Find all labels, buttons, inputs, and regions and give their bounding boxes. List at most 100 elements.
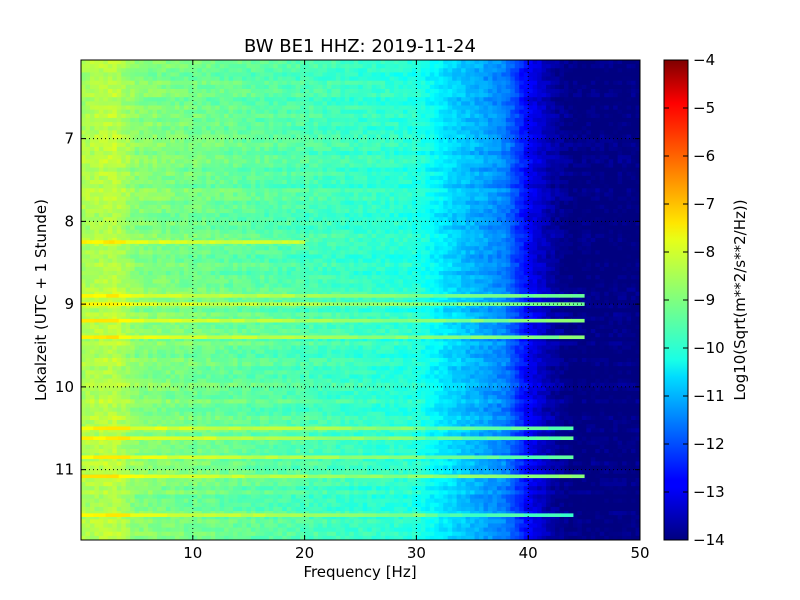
heatmap-cell: [121, 60, 127, 65]
heatmap-cell: [246, 180, 252, 185]
heatmap-cell: [613, 93, 619, 98]
heatmap-cell: [608, 192, 614, 198]
heatmap-cell: [340, 93, 346, 98]
heatmap-cell: [313, 175, 319, 181]
heatmap-cell: [586, 130, 592, 136]
heatmap-cell: [613, 101, 619, 107]
heatmap-cell: [206, 204, 212, 210]
heatmap-cell: [563, 221, 570, 227]
heatmap-cell: [215, 130, 221, 136]
heatmap-cell: [510, 122, 516, 127]
heatmap-cell: [398, 192, 404, 198]
heatmap-cell: [380, 188, 386, 194]
heatmap-cell: [492, 134, 498, 140]
heatmap-cell: [456, 76, 462, 82]
heatmap-cell: [188, 196, 194, 202]
heatmap-cell: [510, 68, 516, 74]
heatmap-cell: [523, 171, 529, 177]
heatmap-cell: [250, 88, 257, 94]
heatmap-cell: [161, 184, 167, 189]
heatmap-cell: [371, 200, 377, 206]
heatmap-cell: [470, 217, 476, 222]
heatmap-cell: [367, 76, 373, 82]
heatmap-cell: [134, 155, 140, 160]
heatmap-cell: [519, 97, 525, 102]
heatmap-cell: [304, 134, 310, 140]
heatmap-cell: [98, 163, 104, 169]
heatmap-cell: [192, 155, 198, 160]
heatmap-cell: [264, 93, 270, 98]
heatmap-cell: [134, 68, 140, 74]
heatmap-cell: [215, 84, 221, 90]
heatmap-cell: [286, 130, 292, 136]
heatmap-cell: [429, 130, 435, 136]
heatmap-cell: [233, 184, 239, 189]
heatmap-cell: [322, 80, 328, 86]
heatmap-cell: [599, 217, 605, 222]
heatmap-cell: [246, 109, 252, 115]
heatmap-cell: [170, 138, 176, 144]
heatmap-cell: [134, 88, 140, 94]
heatmap-cell: [192, 188, 198, 194]
heatmap-cell: [505, 80, 511, 86]
heatmap-cell: [492, 175, 498, 181]
heatmap-cell: [501, 155, 507, 160]
heatmap-cell: [541, 72, 547, 78]
heatmap-cell: [546, 105, 552, 111]
heatmap-cell: [197, 208, 203, 214]
heatmap-cell: [121, 80, 127, 86]
heatmap-cell: [125, 188, 131, 194]
heatmap-cell: [389, 68, 395, 74]
heatmap-cell: [622, 64, 628, 69]
heatmap-cell: [590, 204, 596, 210]
heatmap-cell: [237, 117, 243, 123]
heatmap-cell: [465, 159, 471, 165]
heatmap-cell: [255, 117, 261, 123]
heatmap-cell: [380, 117, 386, 123]
heatmap-cell: [130, 159, 136, 165]
heatmap-cell: [148, 208, 154, 214]
heatmap-cell: [572, 188, 578, 194]
heatmap-cell: [134, 138, 140, 144]
heatmap-cell: [563, 151, 570, 156]
heatmap-cell: [555, 113, 561, 119]
heatmap-cell: [586, 159, 592, 165]
heatmap-cell: [443, 196, 449, 202]
heatmap-cell: [165, 217, 172, 222]
heatmap-cell: [496, 72, 502, 78]
heatmap-cell: [192, 122, 198, 127]
heatmap-cell: [85, 88, 91, 94]
heatmap-cell: [255, 105, 261, 111]
heatmap-cell: [255, 80, 261, 86]
heatmap-cell: [492, 64, 498, 69]
heatmap-cell: [116, 188, 122, 194]
heatmap-cell: [487, 138, 494, 144]
heatmap-cell: [201, 126, 207, 131]
heatmap-cell: [358, 221, 364, 227]
heatmap-cell: [604, 184, 610, 189]
heatmap-cell: [532, 76, 538, 82]
heatmap-cell: [183, 105, 189, 111]
heatmap-cell: [268, 88, 274, 94]
heatmap-cell: [546, 163, 552, 169]
heatmap-cell: [376, 208, 382, 214]
heatmap-cell: [139, 180, 145, 185]
heatmap-cell: [224, 117, 230, 123]
heatmap-cell: [416, 113, 422, 119]
heatmap-cell: [452, 171, 458, 177]
heatmap-cell: [134, 151, 140, 156]
heatmap-cell: [483, 130, 489, 136]
heatmap-cell: [165, 159, 172, 165]
heatmap-cell: [394, 122, 400, 127]
heatmap-cell: [139, 117, 145, 123]
heatmap-cell: [192, 167, 198, 173]
heatmap-cell: [237, 213, 243, 218]
heatmap-cell: [470, 105, 476, 111]
heatmap-cell: [219, 76, 225, 82]
heatmap-cell: [559, 130, 565, 136]
heatmap-cell: [121, 151, 127, 156]
heatmap-cell: [505, 142, 511, 148]
heatmap-cell: [407, 93, 413, 98]
heatmap-cell: [362, 217, 368, 222]
heatmap-cell: [237, 146, 243, 152]
